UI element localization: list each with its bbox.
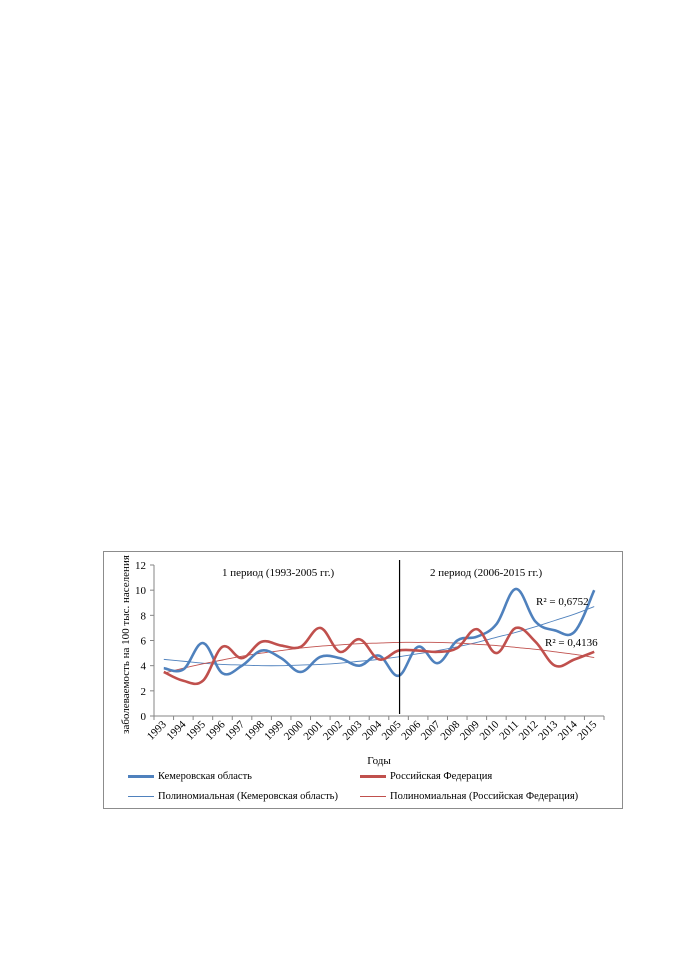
series-lines bbox=[163, 587, 596, 686]
y-tick-label: 10 bbox=[135, 585, 147, 597]
x-tick-label: 2008 bbox=[438, 718, 462, 742]
x-tick-label: 1995 bbox=[184, 718, 208, 742]
x-tick-label: 2015 bbox=[575, 718, 599, 742]
x-tick-label: 2002 bbox=[321, 719, 345, 743]
x-axis-title: Годы bbox=[367, 755, 391, 767]
series-line-russia bbox=[163, 626, 595, 686]
x-tick-label: 2012 bbox=[517, 719, 541, 743]
annotations: 1 период (1993-2005 гг.) 2 период (2006-2… bbox=[222, 560, 598, 714]
legend-swatch-kemerovo bbox=[128, 775, 154, 778]
x-tick-label: 2000 bbox=[282, 718, 306, 742]
y-tick-label: 8 bbox=[141, 610, 147, 622]
r2-label-kemerovo: R² = 0,6752 bbox=[536, 596, 589, 608]
x-tick-label: 2005 bbox=[380, 718, 404, 742]
x-tick-label: 1994 bbox=[164, 718, 188, 742]
legend-item-kemerovo: Кемеровская область bbox=[128, 771, 252, 782]
line-chart: 0246810121993199419951996199719981999200… bbox=[120, 555, 605, 767]
x-tick-label: 1993 bbox=[145, 718, 169, 742]
legend-label-trend-russia: Полиномиальная (Российская Федерация) bbox=[390, 791, 579, 802]
y-tick-label: 6 bbox=[141, 636, 147, 648]
x-tick-label: 2010 bbox=[477, 718, 501, 742]
x-tick-label: 1999 bbox=[262, 718, 286, 742]
series-line-kemerovo bbox=[163, 587, 596, 678]
x-tick-label: 2009 bbox=[458, 718, 482, 742]
x-tick-label: 2003 bbox=[341, 718, 365, 742]
chart-figure: 0 2 4 6 8 10 12 1993 1994 1995 1996 1997 1998 1999 200… bbox=[103, 551, 623, 809]
legend-swatch-trend-kemerovo bbox=[128, 796, 154, 797]
y-tick-label: 4 bbox=[141, 661, 147, 673]
x-tick-label: 2004 bbox=[360, 718, 384, 742]
x-tick-label: 2001 bbox=[301, 719, 325, 743]
y-axis-title: заболеваемость на 100 тыс. населения bbox=[120, 555, 132, 734]
legend-label-trend-kemerovo: Полиномиальная (Кемеровская область) bbox=[158, 791, 338, 802]
x-tick-label: 2006 bbox=[399, 718, 423, 742]
x-tick-label: 2014 bbox=[556, 718, 580, 742]
x-tick-label: 1996 bbox=[204, 718, 228, 742]
r2-label-russia: R² = 0,4136 bbox=[545, 637, 598, 649]
x-tick-label: 1997 bbox=[223, 718, 247, 742]
period-1-label: 1 период (1993-2005 гг.) bbox=[222, 567, 335, 579]
legend-item-trend-russia: Полиномиальная (Российская Федерация) bbox=[360, 791, 578, 802]
x-tick-label: 2013 bbox=[536, 718, 560, 742]
legend-item-russia: Российская Федерация bbox=[360, 771, 492, 782]
y-tick-label: 2 bbox=[141, 686, 147, 698]
x-tick-label: 2007 bbox=[419, 718, 443, 742]
x-tick-label: 2011 bbox=[497, 719, 521, 743]
trendline-1 bbox=[163, 641, 595, 674]
legend-item-trend-kemerovo: Полиномиальная (Кемеровская область) bbox=[128, 791, 338, 802]
legend-swatch-trend-russia bbox=[360, 796, 386, 797]
trendlines bbox=[163, 606, 595, 674]
legend-swatch-russia bbox=[360, 775, 386, 778]
period-2-label: 2 период (2006-2015 гг.) bbox=[430, 567, 543, 579]
x-tick-label: 1998 bbox=[243, 718, 267, 742]
y-tick-label: 12 bbox=[135, 560, 146, 572]
y-tick-label: 0 bbox=[141, 711, 147, 723]
legend-label-russia: Российская Федерация bbox=[390, 771, 493, 782]
legend-label-kemerovo: Кемеровская область bbox=[158, 771, 252, 782]
